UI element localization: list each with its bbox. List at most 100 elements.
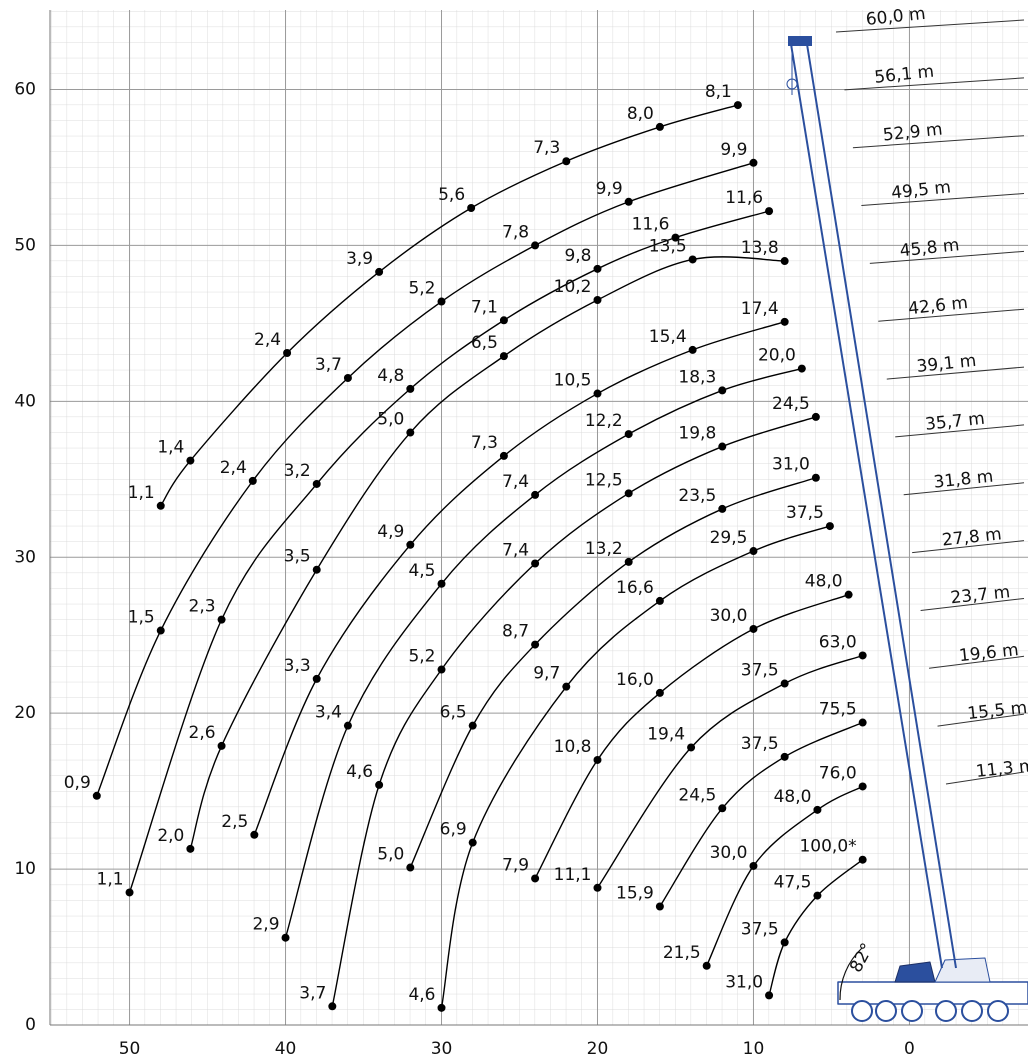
load-label: 23,5	[678, 486, 716, 506]
load-label: 3,3	[284, 656, 311, 676]
load-label: 12,2	[585, 411, 623, 431]
load-point	[749, 159, 757, 167]
load-label: 7,1	[471, 297, 498, 317]
load-point	[765, 207, 773, 215]
load-label: 24,5	[678, 785, 716, 805]
load-point	[531, 874, 539, 882]
load-point	[734, 101, 742, 109]
load-label: 16,0	[616, 670, 654, 690]
load-point	[218, 742, 226, 750]
load-point	[157, 502, 165, 510]
load-point	[282, 934, 290, 942]
load-point	[500, 352, 508, 360]
load-point	[438, 580, 446, 588]
load-chart: 504030201000102030405060 82° 1,11,42,43,…	[0, 0, 1028, 1064]
y-tick-label: 40	[14, 391, 36, 411]
load-label: 2,6	[189, 723, 216, 743]
load-label: 7,4	[502, 540, 529, 560]
load-point	[859, 651, 867, 659]
load-point	[93, 792, 101, 800]
load-point	[593, 296, 601, 304]
x-tick-label: 50	[119, 1039, 141, 1059]
load-label: 9,9	[596, 179, 623, 199]
load-label: 4,8	[377, 366, 404, 386]
x-tick-label: 10	[743, 1039, 765, 1059]
load-label: 100,0*	[799, 837, 856, 857]
load-point	[593, 884, 601, 892]
load-point	[781, 318, 789, 326]
load-point	[467, 204, 475, 212]
load-point	[798, 365, 806, 373]
x-tick-label: 20	[587, 1039, 609, 1059]
y-tick-label: 60	[14, 80, 36, 100]
load-point	[531, 491, 539, 499]
load-point	[718, 443, 726, 451]
load-point	[765, 991, 773, 999]
load-point	[656, 123, 664, 131]
wheel	[902, 1001, 922, 1021]
load-label: 3,2	[284, 461, 311, 481]
load-label: 18,3	[678, 367, 716, 387]
load-label: 30,0	[710, 843, 748, 863]
load-label: 7,3	[533, 138, 560, 158]
load-label: 2,3	[189, 597, 216, 617]
load-label: 0,9	[64, 773, 91, 793]
load-point	[859, 719, 867, 727]
load-point	[344, 722, 352, 730]
load-label: 1,1	[128, 483, 155, 503]
load-label: 3,7	[315, 355, 342, 375]
load-point	[438, 666, 446, 674]
load-label: 37,5	[741, 919, 779, 939]
load-label: 13,5	[649, 236, 687, 256]
load-label: 1,5	[128, 608, 155, 628]
load-point	[813, 892, 821, 900]
load-label: 8,7	[502, 622, 529, 642]
x-tick-label: 40	[275, 1039, 297, 1059]
load-point	[656, 597, 664, 605]
load-label: 10,8	[554, 737, 592, 757]
load-label: 10,2	[554, 277, 592, 297]
load-point	[531, 641, 539, 649]
load-point	[593, 390, 601, 398]
load-point	[406, 385, 414, 393]
load-label: 1,1	[97, 869, 124, 889]
load-point	[438, 1004, 446, 1012]
load-label: 4,5	[408, 561, 435, 581]
load-label: 8,1	[705, 82, 732, 102]
load-point	[438, 298, 446, 306]
load-point	[313, 566, 321, 574]
load-label: 20,0	[758, 346, 796, 366]
load-point	[749, 625, 757, 633]
load-point	[781, 938, 789, 946]
load-point	[703, 962, 711, 970]
load-point	[781, 753, 789, 761]
load-label: 37,5	[741, 661, 779, 681]
y-tick-label: 20	[14, 703, 36, 723]
load-label: 15,4	[649, 327, 687, 347]
wheel	[852, 1001, 872, 1021]
load-point	[328, 1002, 336, 1010]
load-label: 13,2	[585, 539, 623, 559]
y-tick-label: 0	[25, 1015, 36, 1035]
load-label: 2,5	[221, 812, 248, 832]
load-point	[500, 452, 508, 460]
load-point	[406, 864, 414, 872]
load-label: 4,9	[377, 522, 404, 542]
load-label: 5,0	[377, 845, 404, 865]
boom-head	[788, 36, 812, 46]
load-label: 11,6	[725, 188, 763, 208]
load-label: 2,0	[157, 826, 184, 846]
load-point	[313, 480, 321, 488]
load-label: 16,6	[616, 578, 654, 598]
load-point	[593, 265, 601, 273]
load-label: 1,4	[157, 438, 184, 458]
load-label: 4,6	[408, 985, 435, 1005]
load-point	[781, 680, 789, 688]
load-label: 76,0	[819, 763, 857, 783]
load-label: 9,8	[564, 246, 591, 266]
load-point	[749, 862, 757, 870]
load-point	[469, 839, 477, 847]
load-point	[593, 756, 601, 764]
y-tick-label: 50	[14, 235, 36, 255]
load-label: 8,0	[627, 104, 654, 124]
